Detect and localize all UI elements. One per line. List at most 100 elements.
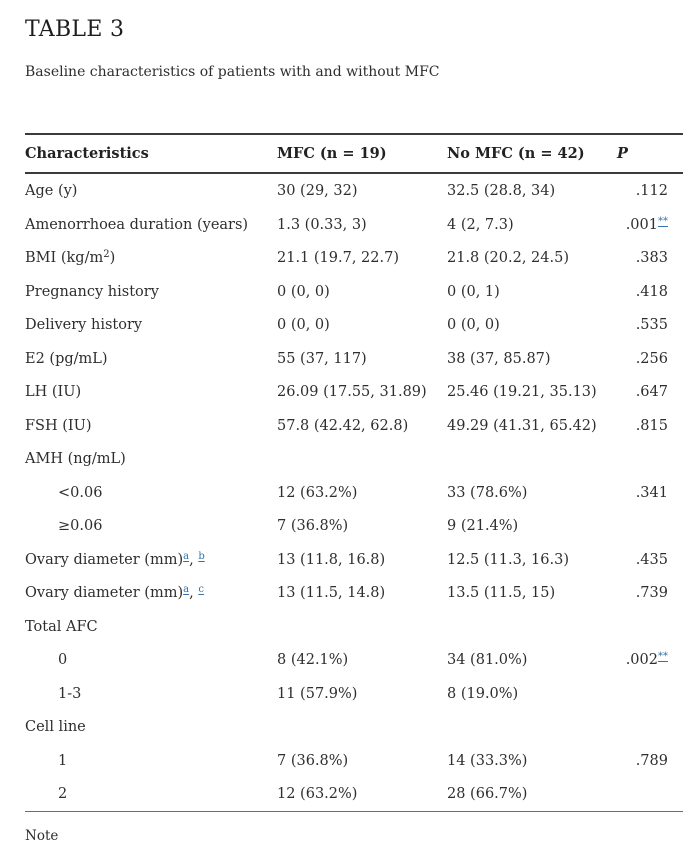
cell-no-mfc: 13.5 (11.5, 15) [447, 585, 556, 602]
row-label-text: 0 [58, 652, 68, 669]
table-row: Amenorrhoea duration (years) 1.3 (0.33, 3… [25, 208, 683, 242]
row-label-text: Cell line [25, 719, 86, 736]
cell-characteristic: E2 (pg/mL) [25, 342, 277, 376]
footnote-sup: c [198, 584, 204, 595]
column-header-2: No MFC (n = 42) [447, 134, 617, 175]
table-row: Ovary diameter (mm)a, c 13 (11.5, 14.8) 13… [25, 576, 683, 610]
cell-p: .112 [617, 173, 683, 208]
row-label-text: Delivery history [25, 317, 143, 334]
row-label-text: AMH (ng/mL) [25, 451, 126, 468]
table-row: 1-3 11 (57.9%) 8 (19.0%) [25, 677, 683, 711]
cell-characteristic: BMI (kg/m2) [25, 241, 277, 275]
note-label: Note [25, 827, 59, 844]
cell-no-mfc: 49.29 (41.31, 65.42) [447, 417, 597, 434]
table-row: <0.06 12 (63.2%) 33 (78.6%) .341 [25, 476, 683, 510]
table-row: FSH (IU) 57.8 (42.42, 62.8) 49.29 (41.31, … [25, 409, 683, 443]
cell-p: .535 [617, 308, 683, 342]
footnote-link-a[interactable]: a [183, 584, 190, 596]
row-label-text: Pregnancy history [25, 283, 159, 300]
footnote-sup: b [198, 551, 204, 562]
cell-p: .789 [617, 744, 683, 778]
cell-characteristic: Amenorrhoea duration (years) [25, 208, 277, 242]
cell-p: .739 [617, 576, 683, 610]
cell-mfc: 7 (36.8%) [277, 752, 349, 769]
column-header-1: MFC (n = 19) [277, 134, 447, 175]
cell-characteristic: Ovary diameter (mm)a, c [25, 576, 277, 610]
row-label-text: FSH (IU) [25, 417, 92, 434]
table-row: Total AFC [25, 610, 683, 644]
cell-characteristic: Total AFC [25, 610, 277, 644]
cell-characteristic: Cell line [25, 710, 277, 744]
footnote-sup: a [183, 584, 189, 595]
p-value: .256 [635, 350, 668, 367]
cell-mfc: 21.1 (19.7, 22.7) [277, 250, 399, 267]
row-label-text: ) [109, 250, 116, 267]
p-value: .789 [635, 752, 668, 769]
significance-link[interactable]: ** [658, 651, 668, 663]
baseline-characteristics-table: Characteristics MFC (n = 19) No MFC (n = 4… [25, 133, 683, 812]
cell-no-mfc: 14 (33.3%) [447, 752, 528, 769]
footnote-link-c[interactable]: c [198, 584, 204, 596]
table-row: Age (y) 30 (29, 32) 32.5 (28.8, 34) .112 [25, 173, 683, 208]
cell-characteristic: Ovary diameter (mm)a, b [25, 543, 277, 577]
table-row: E2 (pg/mL) 55 (37, 117) 38 (37, 85.87) .256 [25, 342, 683, 376]
row-label-text: LH (IU) [25, 384, 82, 401]
row-label-text: 1 [58, 752, 68, 769]
p-value: .435 [635, 551, 668, 568]
row-label-text: Total AFC [25, 618, 98, 635]
row-label-text: ≥0.06 [58, 518, 103, 535]
cell-p: .435 [617, 543, 683, 577]
table-body: Age (y) 30 (29, 32) 32.5 (28.8, 34) .112 Ame… [25, 173, 683, 811]
cell-p: .647 [617, 375, 683, 409]
cell-characteristic: ≥0.06 [25, 509, 277, 543]
row-label-text: BMI (kg/m [25, 250, 104, 267]
cell-mfc: 26.09 (17.55, 31.89) [277, 384, 427, 401]
cell-no-mfc: 12.5 (11.3, 16.3) [447, 551, 569, 568]
row-label-text: , [189, 585, 199, 602]
significance-sup: ** [658, 216, 668, 227]
table-caption: Baseline characteristics of patients wit… [25, 64, 440, 81]
cell-mfc: 11 (57.9%) [277, 685, 358, 702]
cell-p: .002** [617, 643, 683, 677]
table-row: 2 12 (63.2%) 28 (66.7%) [25, 777, 683, 811]
cell-mfc: 1.3 (0.33, 3) [277, 216, 367, 233]
cell-p: .418 [617, 275, 683, 309]
significance-link[interactable]: ** [658, 215, 668, 227]
table-row: 1 7 (36.8%) 14 (33.3%) .789 [25, 744, 683, 778]
cell-mfc: 7 (36.8%) [277, 518, 349, 535]
footnote-sup: a [183, 551, 189, 562]
footnote-link-a[interactable]: a [183, 550, 190, 562]
row-label-text: 1-3 [58, 685, 82, 702]
cell-characteristic: AMH (ng/mL) [25, 442, 277, 476]
table-label: TABLE 3 [25, 17, 125, 42]
cell-mfc: 57.8 (42.42, 62.8) [277, 417, 409, 434]
cell-no-mfc: 28 (66.7%) [447, 786, 528, 803]
p-value: .383 [635, 250, 668, 267]
table-row: BMI (kg/m2) 21.1 (19.7, 22.7) 21.8 (20.2, … [25, 241, 683, 275]
header-row: Characteristics MFC (n = 19) No MFC (n = 4… [25, 134, 683, 175]
cell-mfc [277, 442, 447, 476]
cell-p: .815 [617, 409, 683, 443]
cell-p [617, 442, 683, 476]
cell-mfc: 13 (11.8, 16.8) [277, 551, 386, 568]
p-value: .112 [635, 183, 668, 200]
cell-p: .001** [617, 208, 683, 242]
cell-characteristic: 1-3 [25, 677, 277, 711]
cell-p: .256 [617, 342, 683, 376]
cell-p [617, 710, 683, 744]
footnote-link-b[interactable]: b [198, 550, 205, 562]
cell-p [617, 677, 683, 711]
cell-characteristic: <0.06 [25, 476, 277, 510]
cell-no-mfc: 34 (81.0%) [447, 652, 528, 669]
cell-no-mfc: 21.8 (20.2, 24.5) [447, 250, 569, 267]
table-row: Ovary diameter (mm)a, b 13 (11.8, 16.8) 12… [25, 543, 683, 577]
row-label-text: , [189, 551, 199, 568]
p-value: .647 [635, 384, 668, 401]
row-label-text: <0.06 [58, 484, 103, 501]
cell-no-mfc: 33 (78.6%) [447, 484, 528, 501]
column-header-0: Characteristics [25, 134, 277, 175]
row-label-text: Amenorrhoea duration (years) [25, 216, 249, 233]
cell-p [617, 509, 683, 543]
table-row: ≥0.06 7 (36.8%) 9 (21.4%) [25, 509, 683, 543]
